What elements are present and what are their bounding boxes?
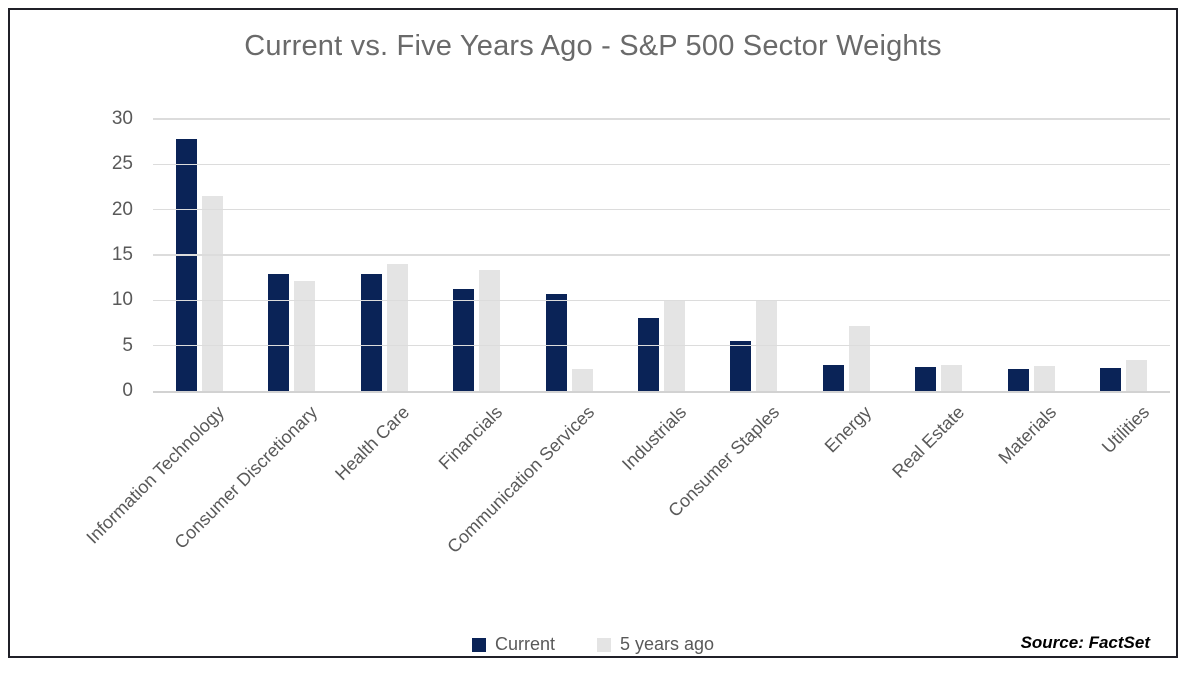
y-axis: 0 5 10 15 20 25 30 [50,108,133,401]
bar-current [453,288,475,391]
bar-current [822,364,844,391]
gridline-10 [153,299,1170,302]
bar-five-years-ago [386,264,408,391]
bar-group: Information Technology [83,119,245,548]
bar-current [915,367,937,391]
chart-frame: Current vs. Five Years Ago - S&P 500 Sec… [8,8,1178,658]
x-label: Financials [434,402,506,474]
bar-current [175,138,197,391]
bar-group: Health Care [331,119,430,484]
x-label: Utilities [1097,402,1153,458]
bar-current [268,274,290,391]
bar-five-years-ago [571,369,593,391]
x-label: Energy [821,402,876,457]
bar-five-years-ago [201,196,223,391]
bar-five-years-ago [941,364,963,391]
legend: Current 5 years ago [10,634,1176,655]
gridline-15 [153,254,1170,256]
x-axis-line [153,391,1170,393]
source-note: Source: FactSet [1020,633,1150,652]
gridline-20 [153,208,1170,211]
bar-current [1100,368,1122,391]
bar-group: Utilities [1078,119,1170,457]
bar-current [637,318,659,391]
bar-group: Consumer Discretionary [170,119,337,553]
bar-current [730,341,752,391]
bar-current [1007,369,1029,391]
y-tick-20: 20 [111,198,133,220]
bar-group: Communication Services [443,119,615,557]
y-tick-30: 30 [111,108,133,129]
legend-item-current: Current [471,634,555,655]
legend-item-five-years-ago: 5 years ago [596,634,715,655]
y-tick-5: 5 [122,334,133,356]
legend-label: 5 years ago [619,634,715,654]
bar-group: Real Estate [888,119,985,482]
bar-five-years-ago [848,325,870,391]
bar-five-years-ago [1126,360,1148,391]
x-label: Real Estate [888,402,968,482]
y-tick-0: 0 [122,380,133,401]
x-label: Health Care [331,402,414,485]
bar-five-years-ago [294,281,316,391]
bar-current [360,274,382,391]
legend-label: Current [494,634,555,654]
bar-five-years-ago [479,270,501,391]
x-label: Industrials [618,402,691,475]
gridline-25 [153,163,1170,166]
legend-swatch-icon [596,637,611,652]
bar-group: Energy [800,119,892,456]
plot-area: Information Technology Consumer Discretio… [83,118,1170,557]
bar-current [545,294,567,391]
gridline-5 [153,344,1170,347]
y-tick-15: 15 [111,244,133,265]
gridline-30 [153,118,1170,120]
x-label: Communication Services [443,402,599,557]
bar-group: Materials [985,119,1077,468]
y-tick-10: 10 [111,289,133,311]
x-label: Materials [994,402,1061,468]
legend-swatch-icon [471,637,486,652]
bar-five-years-ago [1033,365,1055,391]
chart-title: Current vs. Five Years Ago - S&P 500 Sec… [244,30,942,62]
y-tick-25: 25 [111,153,133,175]
